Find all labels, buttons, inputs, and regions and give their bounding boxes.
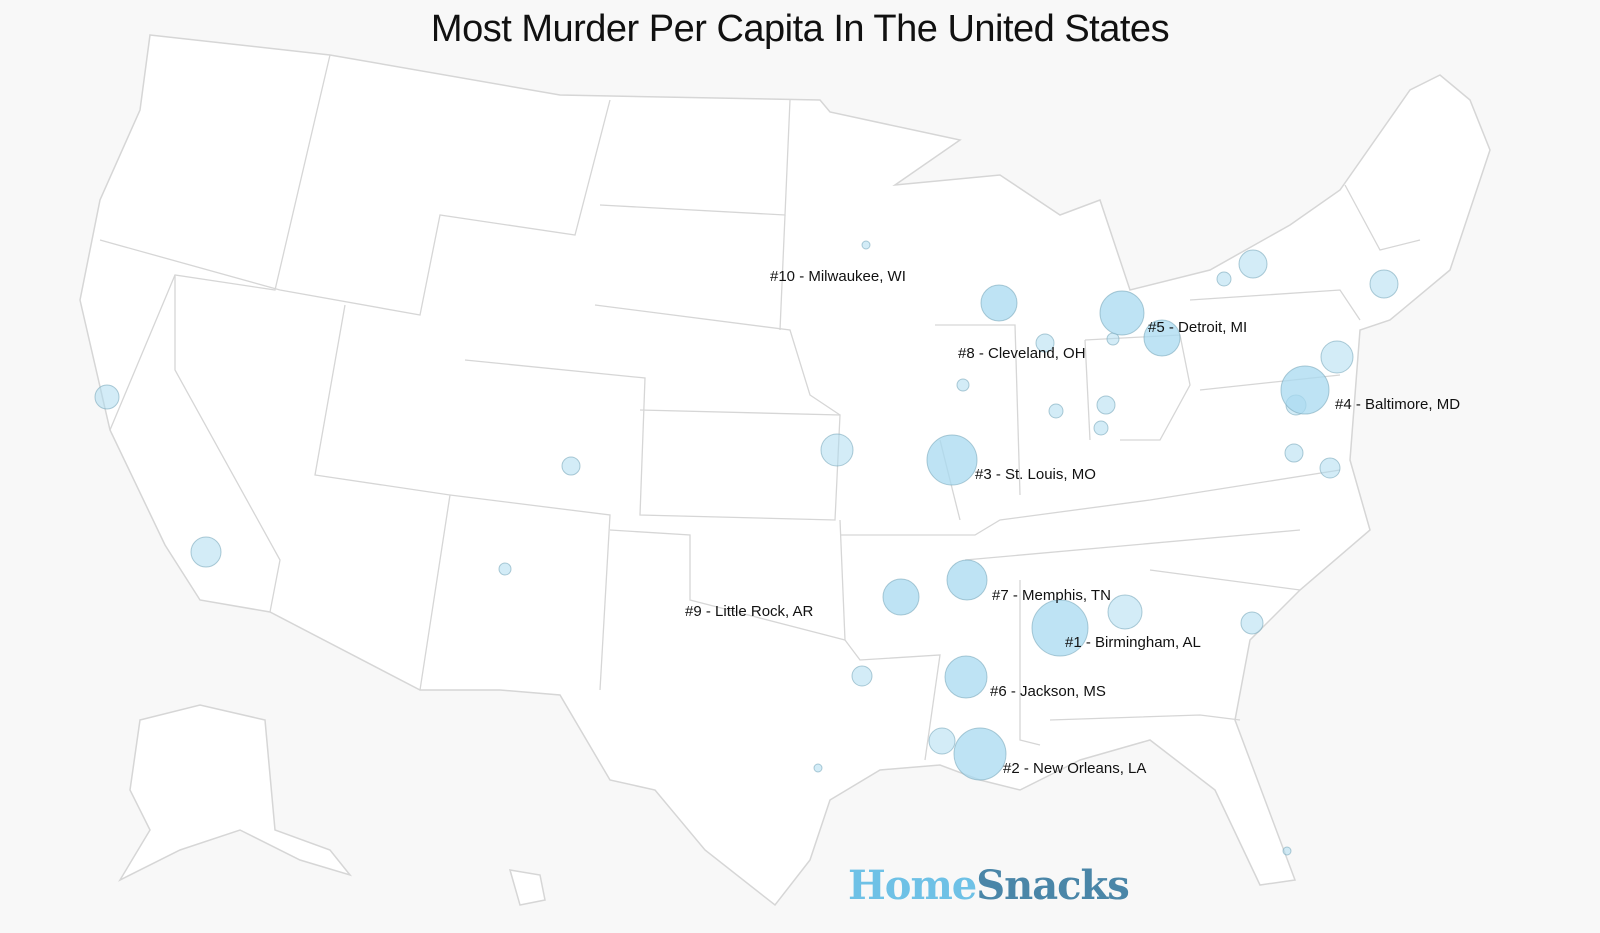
city-bubble[interactable] xyxy=(1240,611,1264,635)
city-bubble[interactable] xyxy=(1216,271,1232,287)
city-bubble[interactable] xyxy=(1282,846,1292,856)
city-label-rank-9: #9 - Little Rock, AR xyxy=(685,603,814,620)
city-label-rank-5: #5 - Detroit, MI xyxy=(1148,319,1247,336)
alaska xyxy=(118,704,353,882)
city-label-rank-4: #4 - Baltimore, MD xyxy=(1335,396,1460,413)
hawaii xyxy=(508,869,546,906)
city-bubble[interactable] xyxy=(1107,594,1143,630)
city-bubble-rank-1[interactable] xyxy=(1031,599,1089,657)
city-bubble[interactable] xyxy=(190,536,222,568)
city-bubble[interactable] xyxy=(820,433,854,467)
city-label-rank-7: #7 - Memphis, TN xyxy=(992,587,1111,604)
city-label-rank-10: #10 - Milwaukee, WI xyxy=(770,268,906,285)
city-bubble[interactable] xyxy=(94,384,120,410)
city-bubble[interactable] xyxy=(1035,333,1055,353)
city-bubble[interactable] xyxy=(861,240,871,250)
city-bubble[interactable] xyxy=(1048,403,1064,419)
city-bubbles xyxy=(94,240,1399,856)
city-label-rank-1: #1 - Birmingham, AL xyxy=(1065,634,1201,651)
city-label-rank-6: #6 - Jackson, MS xyxy=(990,683,1106,700)
city-bubble[interactable] xyxy=(1319,457,1341,479)
city-bubble-rank-9[interactable] xyxy=(882,578,920,616)
city-bubble[interactable] xyxy=(1369,269,1399,299)
city-bubble[interactable] xyxy=(813,763,823,773)
contiguous-us xyxy=(79,34,1491,907)
homesnacks-logo: HomeSnacks xyxy=(848,862,1130,909)
city-label-rank-8: #8 - Cleveland, OH xyxy=(958,345,1086,362)
city-bubble-rank-6[interactable] xyxy=(944,655,988,699)
city-bubble[interactable] xyxy=(561,456,581,476)
city-bubble-rank-10[interactable] xyxy=(980,284,1018,322)
city-bubble-rank-7[interactable] xyxy=(946,559,988,601)
city-bubble[interactable] xyxy=(956,378,970,392)
city-bubble[interactable] xyxy=(1284,443,1304,463)
city-bubble[interactable] xyxy=(1096,395,1116,415)
city-bubble-rank-2[interactable] xyxy=(953,727,1007,781)
city-label-rank-3: #3 - St. Louis, MO xyxy=(975,466,1096,483)
city-bubble[interactable] xyxy=(1093,420,1109,436)
city-labels: #1 - Birmingham, AL #2 - New Orleans, LA #… xyxy=(685,268,1460,777)
city-bubble-rank-4[interactable] xyxy=(1280,365,1330,415)
city-bubble[interactable] xyxy=(1238,249,1268,279)
city-bubble-rank-5[interactable] xyxy=(1099,290,1145,336)
city-bubble-rank-8[interactable] xyxy=(1143,319,1181,357)
map-title: Most Murder Per Capita In The United Sta… xyxy=(430,8,1170,50)
city-bubble[interactable] xyxy=(928,727,956,755)
state-borders xyxy=(99,54,1421,761)
city-bubble[interactable] xyxy=(498,562,512,576)
city-label-rank-2: #2 - New Orleans, LA xyxy=(1003,760,1146,777)
city-bubble-rank-3[interactable] xyxy=(926,434,978,486)
city-bubble[interactable] xyxy=(851,665,873,687)
city-bubble[interactable] xyxy=(1320,340,1354,374)
